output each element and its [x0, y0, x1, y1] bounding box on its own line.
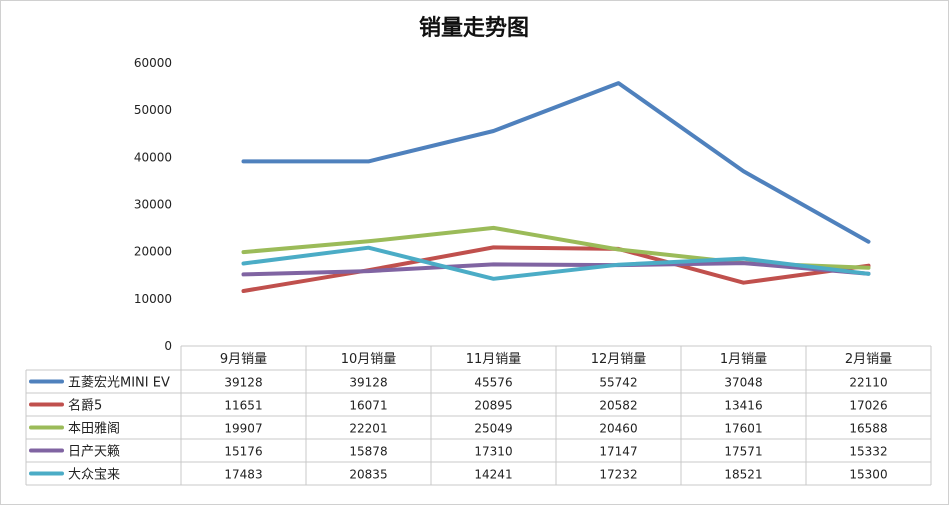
- table-cell-value: 19907: [224, 422, 262, 436]
- series-lines: [241, 81, 871, 293]
- series-name: 大众宝来: [68, 468, 120, 483]
- table-cell-value: 15878: [349, 445, 387, 459]
- table-cell-value: 17601: [724, 422, 762, 436]
- series-line: [241, 261, 871, 277]
- series-name: 本田雅阁: [68, 422, 120, 437]
- table-cell-value: 17571: [724, 445, 762, 459]
- x-category-label: 10月销量: [341, 352, 397, 367]
- x-category-label: 11月销量: [466, 352, 522, 367]
- table-cell-value: 16071: [349, 399, 387, 413]
- table-cell-value: 18521: [724, 468, 762, 482]
- y-axis: 0 10000 20000 30000 40000 50000 60000: [134, 56, 172, 353]
- y-tick-label: 30000: [134, 198, 172, 212]
- table-cell-value: 15300: [849, 468, 887, 482]
- table-cell-value: 39128: [224, 376, 262, 390]
- y-tick-label: 10000: [134, 292, 172, 306]
- y-tick-label: 40000: [134, 150, 172, 164]
- table-cell-value: 20835: [349, 468, 387, 482]
- table-cell-value: 20895: [474, 399, 512, 413]
- y-tick-label: 0: [164, 339, 172, 353]
- series-name: 五菱宏光MINI EV: [68, 376, 170, 391]
- table-cell-value: 39128: [349, 376, 387, 390]
- table-cell-value: 13416: [724, 399, 762, 413]
- series-name: 名爵5: [68, 398, 102, 414]
- chart-title: 销量走势图: [419, 15, 529, 41]
- table-cell-value: 20460: [599, 422, 637, 436]
- table-cell-value: 55742: [599, 376, 637, 390]
- table-cell-value: 20582: [599, 399, 637, 413]
- table-cell-value: 22201: [349, 422, 387, 436]
- y-tick-label: 20000: [134, 245, 172, 259]
- table-cell-value: 17232: [599, 468, 637, 482]
- table-cell-value: 16588: [849, 422, 887, 436]
- table-cell-value: 22110: [849, 376, 887, 390]
- table-cell-value: 17483: [224, 468, 262, 482]
- y-tick-label: 50000: [134, 103, 172, 117]
- series-line: [241, 245, 871, 293]
- x-category-label: 1月销量: [720, 352, 767, 367]
- table-cell-value: 25049: [474, 422, 512, 436]
- table-cell-value: 15176: [224, 445, 262, 459]
- table-cell-value: 11651: [224, 399, 262, 413]
- x-category-label: 2月销量: [845, 352, 892, 367]
- x-category-label: 12月销量: [591, 352, 647, 367]
- table-cell-value: 15332: [849, 445, 887, 459]
- table-cell-value: 17147: [599, 445, 637, 459]
- series-line: [241, 245, 871, 281]
- x-category-label: 9月销量: [220, 352, 267, 367]
- series-name: 日产天籁: [68, 445, 120, 460]
- y-tick-label: 60000: [134, 56, 172, 70]
- series-line: [241, 81, 871, 244]
- table-cell-value: 37048: [724, 376, 762, 390]
- table-cell-value: 17310: [474, 445, 512, 459]
- table-cell-value: 17026: [849, 399, 887, 413]
- table-cell-value: 45576: [474, 376, 512, 390]
- table-cell-value: 14241: [474, 468, 512, 482]
